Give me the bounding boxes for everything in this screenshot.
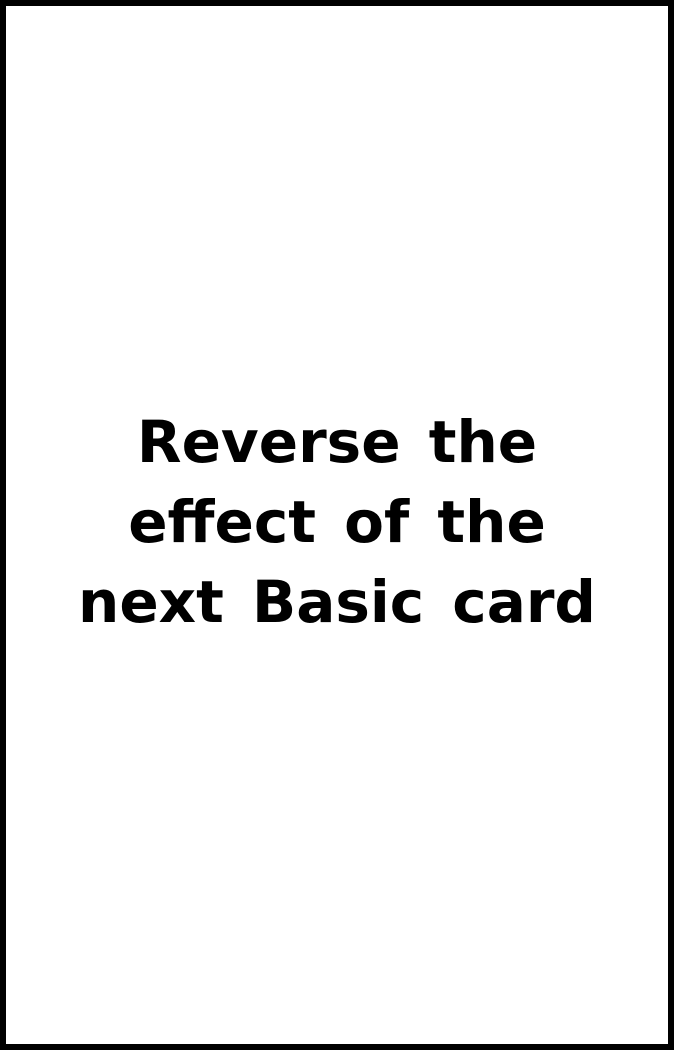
card-effect-text: Reverse the effect of the next Basic car… [78,408,596,636]
